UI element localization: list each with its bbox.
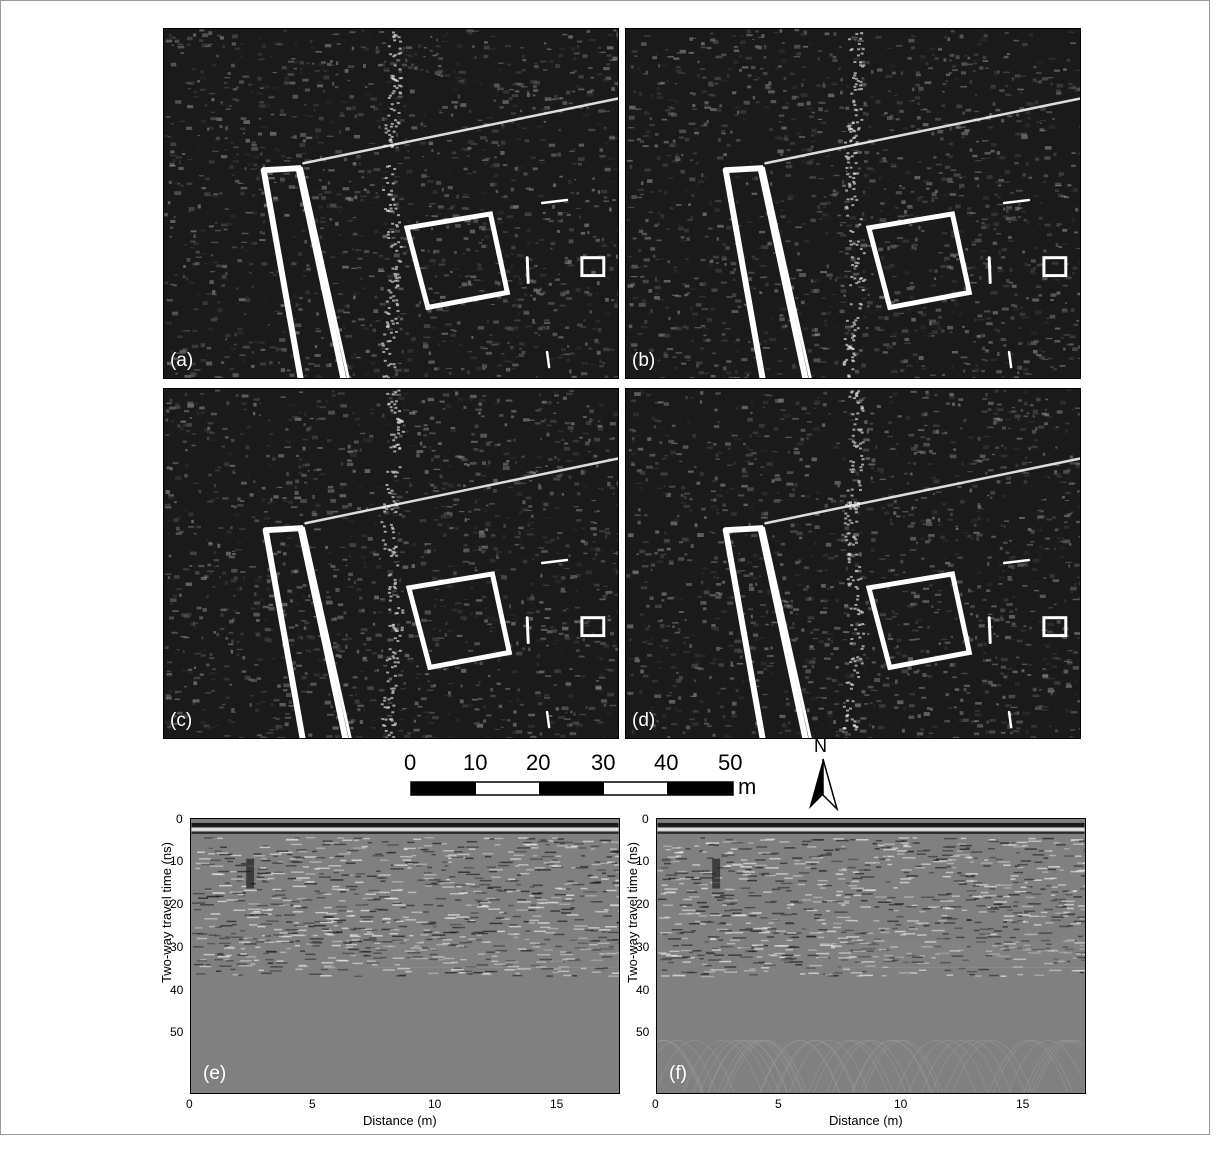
timeslice-image-a [164,29,618,378]
x-tick: 10 [894,1097,908,1111]
y-tick: 0 [176,812,183,826]
y-tick: 40 [170,983,184,997]
x-tick: 15 [1016,1097,1030,1111]
scale-tick-10: 10 [463,750,488,775]
y-tick: 10 [170,854,184,868]
x-axis-label-e: Distance (m) [363,1113,437,1128]
panel-label-b: (b) [632,350,656,371]
panel-label-e: (e) [203,1063,227,1084]
y-tick: 10 [636,854,650,868]
x-tick: 5 [309,1097,316,1111]
y-tick: 50 [170,1025,184,1039]
scale-unit: m [738,774,757,799]
y-tick: 20 [636,897,650,911]
scale-tick-0: 0 [404,750,417,775]
figure-frame [0,0,1210,1135]
x-tick: 5 [775,1097,782,1111]
y-tick: 50 [636,1025,650,1039]
x-axis-label-f: Distance (m) [829,1113,903,1128]
scale-tick-50: 50 [718,750,743,775]
timeslice-image-c [164,389,618,738]
panel-label-f: (f) [669,1063,687,1084]
y-tick: 30 [636,940,650,954]
timeslice-image-b [626,29,1080,378]
gpr-timeslice-panel-b: (b) [625,28,1081,379]
panel-label-c: (c) [170,710,193,731]
y-tick: 20 [170,897,184,911]
x-tick: 0 [652,1097,659,1111]
gpr-timeslice-panel-c: (c) [163,388,619,739]
y-tick: 0 [642,812,649,826]
scale-tick-40: 40 [654,750,679,775]
radargram-e [191,819,619,1093]
timeslice-image-d [626,389,1080,738]
gpr-profile-f: (f) [656,818,1086,1094]
panel-label-a: (a) [170,350,194,371]
scale-tick-30: 30 [591,750,616,775]
x-tick: 15 [550,1097,564,1111]
x-tick: 10 [428,1097,442,1111]
scale-tick-20: 20 [526,750,551,775]
gpr-profile-e: (e) [190,818,620,1094]
north-label: N [814,736,827,756]
scale-bar-segments [410,781,734,796]
gpr-timeslice-panel-a: (a) [163,28,619,379]
x-tick: 0 [186,1097,193,1111]
y-tick: 40 [636,983,650,997]
north-arrow-icon [809,758,839,812]
radargram-f [657,819,1085,1093]
panel-label-d: (d) [632,710,656,731]
gpr-timeslice-panel-d: (d) [625,388,1081,739]
y-tick: 30 [170,940,184,954]
